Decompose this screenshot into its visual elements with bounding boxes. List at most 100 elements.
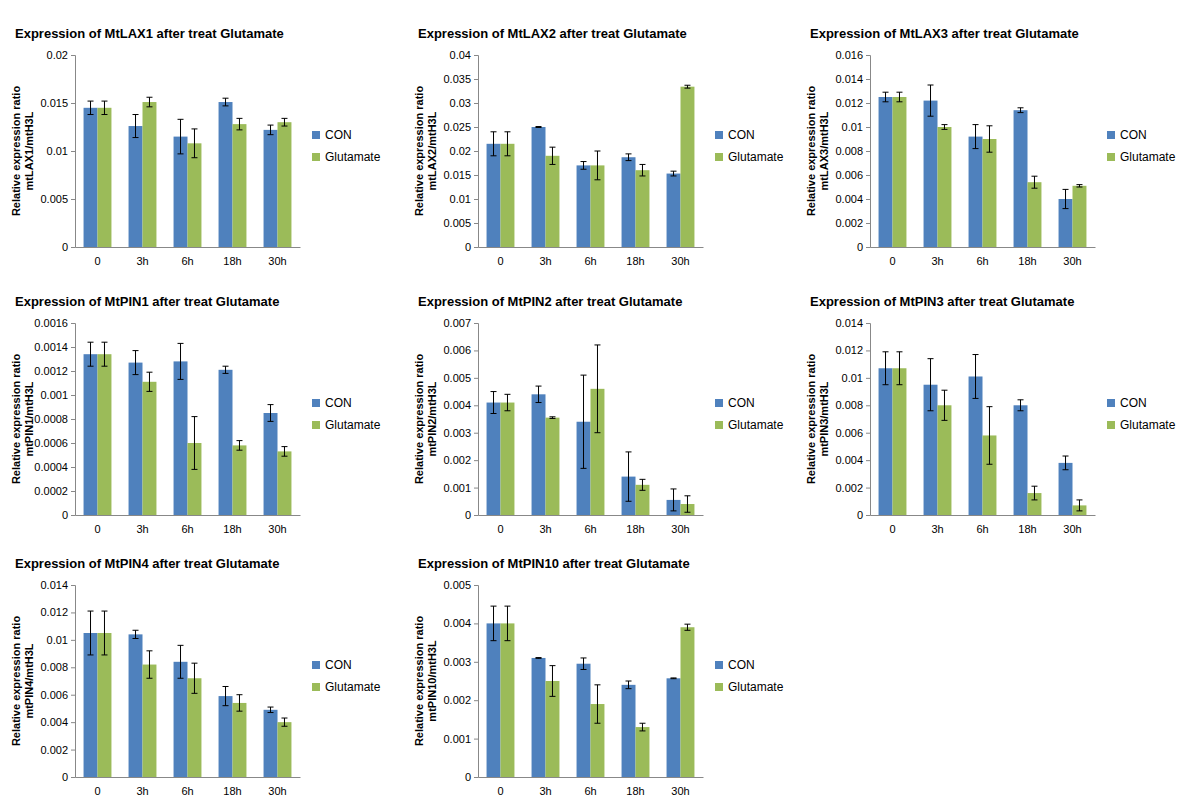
x-axis: 03h6h18h30h	[76, 247, 301, 267]
error-cap	[101, 101, 107, 102]
y-axis: 00.0050.010.0150.02	[40, 49, 75, 253]
error-cap	[88, 654, 94, 655]
x-tick-label: 18h	[626, 785, 644, 797]
x-tick: 18h	[223, 247, 241, 267]
x-tick-label: 30h	[1063, 255, 1081, 267]
error-bar	[101, 611, 107, 655]
x-tick-label: 3h	[931, 255, 943, 267]
bar	[1073, 186, 1087, 247]
error-stem	[597, 151, 598, 180]
bar	[1028, 182, 1042, 247]
x-tick-label: 18h	[626, 255, 644, 267]
error-stem	[180, 119, 181, 154]
error-cap	[504, 640, 510, 641]
marks	[84, 342, 292, 515]
x-tick-label: 6h	[181, 785, 193, 797]
series	[98, 611, 292, 777]
y-axis: 00.0010.0020.0030.0040.005	[443, 579, 478, 783]
panel: Expression of MtPIN10 after treat Glutam…	[413, 556, 784, 797]
x-tick: 18h	[626, 777, 644, 797]
y-tick-label: 0.004	[443, 617, 471, 629]
x-tick-label: 18h	[223, 785, 241, 797]
series	[501, 85, 695, 247]
x-tick-label: 30h	[268, 255, 286, 267]
error-cap	[223, 705, 229, 706]
y-tick-mark	[866, 79, 870, 80]
error-cap	[671, 677, 677, 678]
error-cap	[941, 129, 947, 130]
bar	[278, 122, 292, 247]
x-tick: 30h	[671, 515, 689, 535]
y-tick: 0.014	[835, 317, 870, 329]
y-tick-label: 0.01	[450, 193, 471, 205]
legend-label: Glutamate	[325, 150, 381, 164]
legend-swatch	[312, 421, 320, 429]
error-stem	[1065, 189, 1066, 208]
y-axis: 00.0010.0020.0030.0040.0050.0060.007	[443, 317, 478, 521]
error-cap	[504, 131, 510, 132]
y-tick: 0	[465, 509, 478, 521]
error-cap	[236, 440, 242, 441]
bar	[938, 127, 952, 247]
x-tick: 0	[497, 247, 503, 267]
bar	[143, 102, 157, 247]
error-cap	[581, 161, 587, 162]
y-tick: 0.01	[842, 372, 870, 384]
error-stem	[239, 118, 240, 130]
y-tick: 0	[465, 241, 478, 253]
y-tick-label: 0.004	[40, 716, 68, 728]
bar	[264, 413, 278, 515]
bar	[174, 361, 188, 515]
legend-label: Glutamate	[728, 150, 784, 164]
bar	[879, 368, 893, 515]
bar	[84, 633, 98, 777]
bar	[278, 722, 292, 777]
y-tick-mark	[474, 777, 478, 778]
y-tick: 0.025	[443, 121, 478, 133]
y-tick: 0.0008	[34, 413, 75, 425]
bar	[98, 354, 112, 515]
error-bar	[639, 479, 645, 490]
y-tick-label: 0	[857, 241, 863, 253]
bar	[681, 87, 695, 247]
error-stem	[239, 695, 240, 711]
error-bar	[133, 115, 139, 138]
y-tick-label: 0	[62, 771, 68, 783]
error-stem	[194, 129, 195, 158]
error-stem	[507, 394, 508, 410]
marks	[84, 97, 292, 247]
legend-swatch	[1107, 399, 1115, 407]
legend: CONGlutamate	[715, 128, 784, 164]
y-tick: 0	[465, 771, 478, 783]
error-bar	[1018, 108, 1024, 113]
error-stem	[930, 359, 931, 411]
x-tick: 0	[889, 247, 895, 267]
y-tick-mark	[71, 103, 75, 104]
error-cap	[191, 416, 197, 417]
legend-swatch	[715, 661, 723, 669]
y-axis-title-line: mtPIN2/mtH3L	[426, 381, 438, 456]
error-stem	[149, 372, 150, 391]
error-stem	[284, 447, 285, 457]
chart-title: Expression of MtLAX3 after treat Glutama…	[810, 26, 1079, 41]
x-axis-line	[479, 515, 704, 516]
legend-swatch	[715, 683, 723, 691]
y-tick-mark	[71, 323, 75, 324]
y-tick-mark	[866, 488, 870, 489]
error-bar	[536, 386, 542, 402]
error-stem	[930, 85, 931, 116]
error-cap	[928, 85, 934, 86]
legend: CONGlutamate	[715, 396, 784, 432]
error-cap	[594, 432, 600, 433]
error-stem	[225, 686, 226, 705]
error-cap	[133, 630, 139, 631]
y-tick-mark	[866, 127, 870, 128]
y-tick: 0.0016	[34, 317, 75, 329]
error-cap	[639, 490, 645, 491]
y-axis-line	[866, 56, 871, 248]
error-stem	[597, 345, 598, 433]
error-cap	[281, 446, 287, 447]
error-stem	[104, 342, 105, 366]
y-tick: 0.004	[443, 617, 478, 629]
y-tick-label: 0.01	[842, 121, 863, 133]
